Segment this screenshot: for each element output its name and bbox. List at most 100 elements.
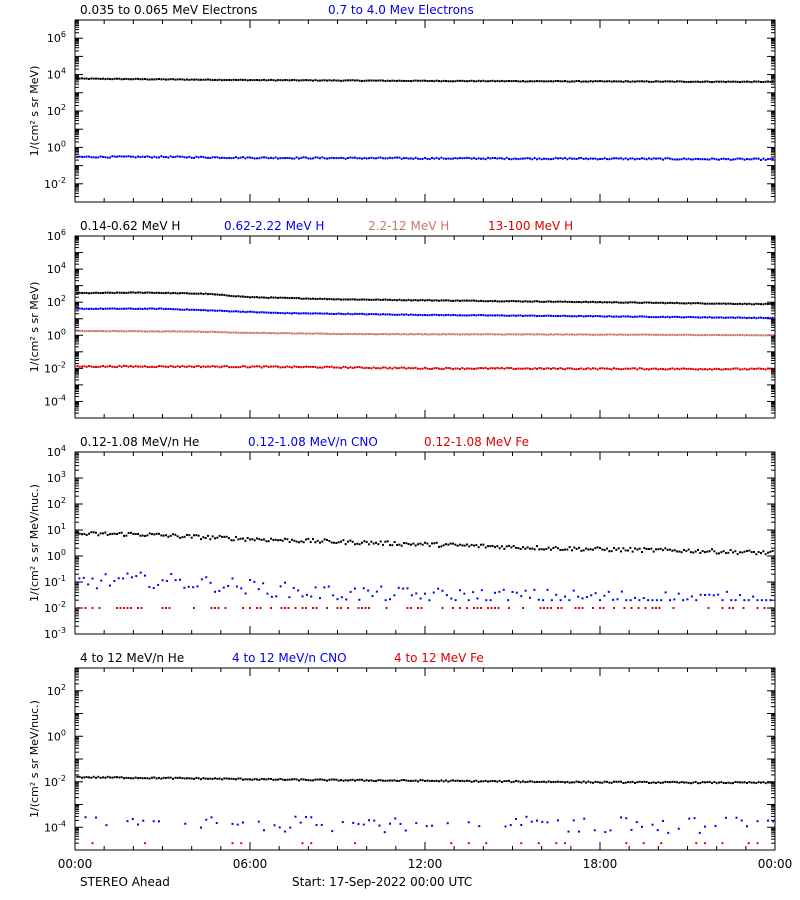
data-point (158, 77, 160, 80)
data-point (326, 157, 328, 160)
data-point (547, 158, 550, 161)
data-point (90, 307, 93, 310)
data-point (519, 314, 522, 317)
data-point (130, 531, 132, 534)
data-point (424, 366, 426, 369)
data-point (130, 307, 132, 310)
data-point (466, 333, 468, 336)
data-point (732, 158, 734, 161)
data-point (482, 780, 485, 783)
data-point (449, 299, 452, 302)
data-point (760, 316, 762, 319)
data-point (274, 538, 277, 541)
data-point (400, 333, 403, 336)
data-point (244, 592, 247, 595)
data-point (267, 296, 270, 299)
data-point (319, 157, 321, 160)
data-point (424, 333, 426, 336)
data-point (589, 301, 592, 304)
data-point (447, 780, 450, 783)
data-point (727, 316, 730, 319)
data-point (407, 779, 410, 782)
data-point (396, 299, 398, 302)
data-point (81, 533, 83, 536)
data-point (673, 368, 676, 371)
data-point (365, 540, 368, 543)
data-point (704, 842, 706, 845)
data-point (461, 333, 464, 336)
data-point (239, 78, 242, 81)
data-point (97, 365, 100, 368)
y-tick-label: 100 (47, 728, 66, 743)
data-point (312, 79, 314, 82)
data-point (298, 779, 300, 782)
data-point (592, 607, 594, 609)
data-point (216, 365, 219, 368)
data-point (747, 599, 750, 602)
data-point (568, 781, 571, 784)
data-point (195, 78, 198, 81)
data-point (572, 819, 575, 822)
data-point (404, 829, 407, 832)
data-point (533, 548, 536, 551)
data-point (263, 156, 265, 159)
data-point (218, 777, 221, 780)
data-point (181, 292, 184, 295)
data-point (210, 607, 213, 609)
data-point (585, 80, 587, 83)
data-point (302, 332, 305, 335)
data-point (137, 307, 139, 310)
data-point (235, 778, 237, 781)
data-point (351, 540, 354, 543)
data-point (116, 77, 118, 80)
data-point (179, 292, 181, 295)
data-point (446, 822, 449, 825)
data-point (218, 78, 221, 81)
data-point (327, 585, 330, 588)
data-point (361, 778, 363, 781)
data-point (655, 80, 657, 83)
data-point (361, 366, 363, 369)
data-point (160, 78, 163, 81)
data-point (771, 334, 774, 337)
data-point (692, 302, 695, 305)
data-point (721, 842, 724, 845)
data-point (704, 551, 706, 554)
data-point (139, 330, 142, 333)
data-point (608, 80, 611, 83)
data-point (484, 366, 487, 369)
data-point (596, 301, 599, 304)
data-point (648, 782, 650, 785)
data-point (186, 777, 188, 780)
data-point (265, 332, 268, 335)
data-point (77, 607, 80, 609)
data-point (769, 550, 772, 553)
data-point (414, 333, 417, 336)
data-point (739, 781, 741, 784)
y-tick-label: 104 (47, 67, 66, 82)
data-point (478, 825, 481, 828)
data-point (335, 298, 338, 301)
data-point (704, 302, 706, 305)
data-point (274, 332, 277, 335)
data-point (445, 314, 447, 317)
data-point (538, 300, 541, 303)
data-point (512, 314, 515, 317)
data-point (578, 157, 580, 160)
data-point (533, 314, 536, 317)
data-point (620, 315, 622, 318)
data-point (690, 302, 692, 305)
data-point (188, 155, 191, 158)
data-point (433, 780, 436, 783)
data-point (571, 333, 573, 336)
data-point (536, 545, 538, 548)
data-point (603, 80, 606, 83)
data-point (375, 590, 378, 593)
data-point (655, 333, 657, 336)
data-point (267, 157, 270, 160)
data-point (748, 368, 751, 371)
data-point (118, 307, 121, 310)
data-point (210, 816, 213, 819)
data-point (307, 157, 310, 160)
data-point (333, 79, 335, 82)
